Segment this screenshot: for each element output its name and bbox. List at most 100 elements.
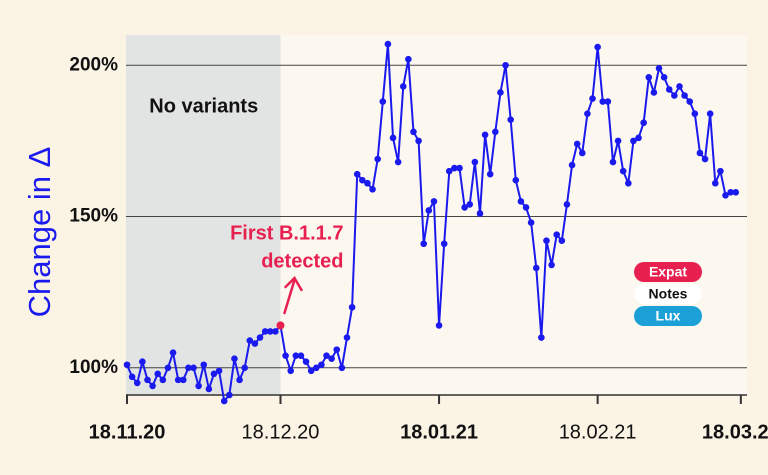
data-point <box>338 364 346 372</box>
annotation-text: First B.1.1.7 <box>230 222 343 244</box>
data-point <box>466 201 474 208</box>
data-point <box>732 189 740 196</box>
data-point <box>292 352 300 359</box>
data-point <box>389 134 397 142</box>
data-point <box>399 83 407 90</box>
data-point <box>190 364 197 372</box>
data-point <box>599 98 607 105</box>
data-point <box>701 155 709 163</box>
data-point <box>333 346 341 353</box>
logo: Expat Notes Lux <box>634 262 702 326</box>
data-point <box>512 176 520 184</box>
data-point <box>430 198 438 205</box>
data-point <box>348 303 356 311</box>
data-point <box>594 43 601 51</box>
data-point <box>609 158 617 166</box>
logo-text: Expat <box>649 264 687 280</box>
data-point <box>502 61 509 69</box>
logo-pill <box>634 262 702 282</box>
data-point <box>492 128 499 136</box>
data-point <box>205 385 213 393</box>
data-point <box>471 158 479 166</box>
data-point <box>287 367 295 375</box>
data-point <box>553 231 561 238</box>
data-point <box>696 149 704 157</box>
data-point <box>123 361 131 369</box>
data-point <box>405 55 412 63</box>
x-tick-label: 18.01.21 <box>400 421 478 443</box>
data-point <box>215 367 223 375</box>
y-tick-label: 200% <box>69 54 118 75</box>
data-point <box>251 340 259 347</box>
data-point <box>445 167 453 175</box>
data-point <box>573 140 581 148</box>
data-point <box>200 361 208 369</box>
data-point <box>328 355 335 362</box>
data-point <box>589 95 596 102</box>
data-point <box>374 155 381 163</box>
data-point <box>353 170 361 178</box>
data-point <box>548 261 555 269</box>
data-point <box>655 64 663 72</box>
data-point <box>614 137 622 145</box>
x-tick-label: 18.12.20 <box>242 421 320 443</box>
data-point <box>481 131 489 139</box>
data-point <box>241 364 248 372</box>
data-point <box>604 98 612 105</box>
logo-pill <box>634 284 702 304</box>
data-point <box>578 149 586 157</box>
data-point <box>210 370 218 378</box>
data-point <box>276 321 285 330</box>
data-point <box>164 364 172 372</box>
data-point <box>231 355 238 362</box>
data-point <box>364 179 371 187</box>
data-point <box>635 134 642 142</box>
data-point <box>727 189 734 196</box>
data-point <box>379 98 387 105</box>
data-point <box>312 364 320 372</box>
data-point <box>154 370 162 378</box>
data-point <box>717 167 724 175</box>
data-point <box>394 158 402 166</box>
data-point <box>650 89 658 96</box>
data-point <box>691 110 699 117</box>
data-point <box>307 367 315 375</box>
data-point <box>195 382 202 390</box>
data-point <box>665 86 673 93</box>
y-tick-label: 100% <box>69 357 118 378</box>
data-point <box>645 74 653 81</box>
annotation-arrow <box>283 275 303 315</box>
data-point <box>451 164 458 172</box>
data-point <box>563 201 571 208</box>
x-tick-label: 18.11.20 <box>89 421 166 443</box>
data-point <box>415 137 422 145</box>
data-point <box>174 376 182 384</box>
y-axis-label: Change in Δ <box>22 147 57 318</box>
data-point <box>302 358 310 366</box>
x-tick-label: 18.03.21 <box>702 421 768 443</box>
data-point <box>425 207 433 214</box>
data-point <box>359 176 366 184</box>
data-point <box>343 334 351 341</box>
data-point <box>625 179 632 187</box>
data-point <box>139 358 146 366</box>
logo-text: Lux <box>656 308 681 324</box>
data-point <box>149 382 156 390</box>
data-point <box>706 110 714 117</box>
data-point <box>410 128 417 136</box>
data-point <box>543 237 550 245</box>
data-point <box>266 328 274 335</box>
data-point <box>532 264 540 272</box>
x-tick-label: 18.02.21 <box>559 421 637 443</box>
data-point <box>318 361 325 369</box>
data-point <box>640 119 647 127</box>
shaded-region <box>126 35 281 395</box>
data-point <box>660 74 668 81</box>
data-point <box>297 352 305 359</box>
data-point <box>246 337 254 344</box>
data-point <box>236 376 243 384</box>
data-point <box>128 373 136 381</box>
annotation-text: detected <box>261 250 343 272</box>
data-point <box>440 240 448 248</box>
